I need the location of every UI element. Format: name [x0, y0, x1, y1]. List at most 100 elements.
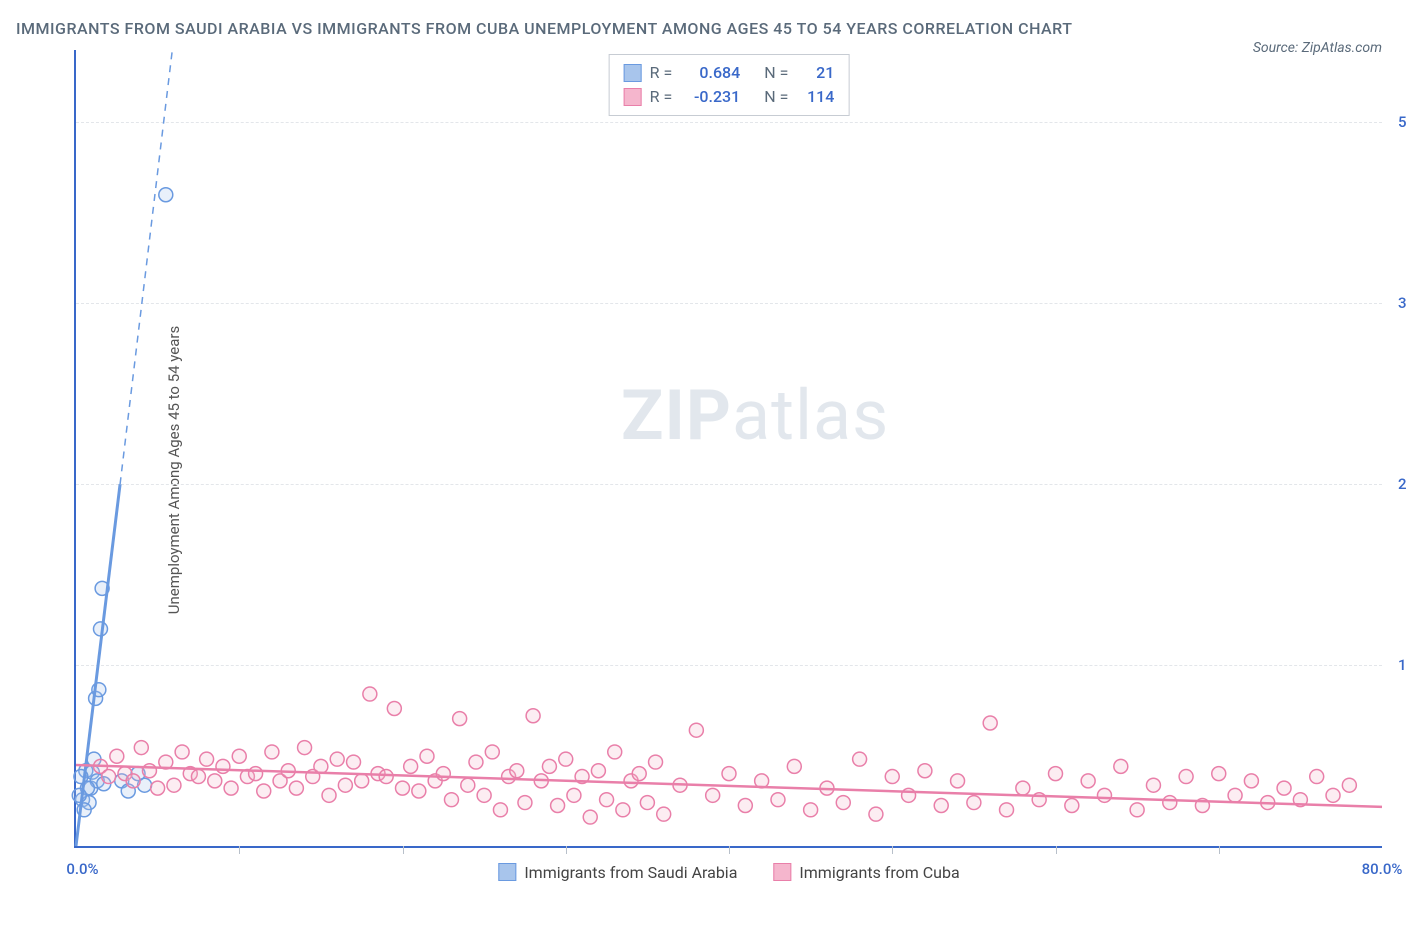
- data-point: [1310, 769, 1324, 783]
- data-point: [1244, 773, 1258, 787]
- stats-row: R =0.684 N =21: [624, 61, 835, 85]
- trend-line: [76, 484, 120, 846]
- data-point: [649, 755, 663, 769]
- data-point: [510, 763, 524, 777]
- data-point: [583, 810, 597, 824]
- x-tick: [1056, 846, 1057, 854]
- data-point: [657, 807, 671, 821]
- data-point: [1065, 798, 1079, 812]
- data-point: [1163, 795, 1177, 809]
- data-point: [420, 749, 434, 763]
- data-point: [1000, 802, 1014, 816]
- data-point: [167, 778, 181, 792]
- data-point: [436, 766, 450, 780]
- data-point: [208, 773, 222, 787]
- data-point: [379, 769, 393, 783]
- plot-area: ZIPatlas R =0.684 N =21R =-0.231 N =114 …: [74, 50, 1382, 848]
- data-point: [836, 795, 850, 809]
- data-point: [322, 788, 336, 802]
- data-point: [1326, 788, 1340, 802]
- data-point: [151, 781, 165, 795]
- data-point: [518, 795, 532, 809]
- data-point: [616, 802, 630, 816]
- data-point: [885, 769, 899, 783]
- data-point: [738, 798, 752, 812]
- r-value: 0.684: [680, 61, 740, 85]
- data-point: [951, 773, 965, 787]
- n-value: 21: [796, 61, 834, 85]
- legend-label: Immigrants from Cuba: [799, 863, 959, 882]
- data-point: [224, 781, 238, 795]
- data-point: [918, 763, 932, 777]
- data-point: [453, 711, 467, 725]
- data-point: [1228, 788, 1242, 802]
- data-point: [967, 795, 981, 809]
- series-swatch: [624, 88, 642, 106]
- data-point: [542, 759, 556, 773]
- data-point: [191, 769, 205, 783]
- data-point: [216, 759, 230, 773]
- data-point: [771, 792, 785, 806]
- data-point: [706, 788, 720, 802]
- data-point: [126, 773, 140, 787]
- data-point: [444, 792, 458, 806]
- data-point: [412, 784, 426, 798]
- y-tick-label: 12.5%: [1386, 656, 1406, 674]
- data-point: [142, 763, 156, 777]
- x-tick-label: 80.0%: [1362, 860, 1403, 878]
- legend-item: Immigrants from Saudi Arabia: [498, 863, 737, 882]
- data-point: [787, 759, 801, 773]
- legend-swatch: [498, 863, 516, 881]
- data-point: [526, 708, 540, 722]
- x-tick: [729, 846, 730, 854]
- data-point: [983, 716, 997, 730]
- data-point: [289, 781, 303, 795]
- data-point: [232, 749, 246, 763]
- data-point: [338, 778, 352, 792]
- data-point: [1130, 802, 1144, 816]
- y-tick-label: 50.0%: [1386, 113, 1406, 131]
- data-point: [869, 807, 883, 821]
- data-point: [1081, 773, 1095, 787]
- data-point: [567, 788, 581, 802]
- data-point: [330, 752, 344, 766]
- data-point: [1179, 769, 1193, 783]
- data-point: [559, 752, 573, 766]
- data-point: [396, 781, 410, 795]
- data-point: [1114, 759, 1128, 773]
- legend-item: Immigrants from Cuba: [773, 863, 959, 882]
- data-point: [485, 745, 499, 759]
- data-point: [102, 769, 116, 783]
- y-tick-label: 25.0%: [1386, 475, 1406, 493]
- data-point: [404, 759, 418, 773]
- chart-container: Unemployment Among Ages 45 to 54 years Z…: [16, 50, 1390, 890]
- data-point: [934, 798, 948, 812]
- data-point: [1049, 766, 1063, 780]
- data-point: [347, 755, 361, 769]
- data-point: [134, 740, 148, 754]
- chart-title: IMMIGRANTS FROM SAUDI ARABIA VS IMMIGRAN…: [16, 16, 1166, 42]
- trend-line-extrapolated: [120, 50, 172, 484]
- legend-label: Immigrants from Saudi Arabia: [524, 863, 737, 882]
- x-tick-label: 0.0%: [66, 860, 98, 878]
- x-tick: [1219, 846, 1220, 854]
- data-point: [314, 759, 328, 773]
- data-point: [110, 749, 124, 763]
- series-swatch: [624, 64, 642, 82]
- r-label: R =: [650, 61, 673, 85]
- data-point: [722, 766, 736, 780]
- data-point: [591, 763, 605, 777]
- data-point: [469, 755, 483, 769]
- data-point: [600, 792, 614, 806]
- data-point: [1212, 766, 1226, 780]
- data-point: [265, 745, 279, 759]
- n-value: 114: [796, 85, 834, 109]
- data-point: [249, 766, 263, 780]
- y-tick-label: 37.5%: [1386, 294, 1406, 312]
- data-point: [608, 745, 622, 759]
- data-point: [493, 802, 507, 816]
- data-point: [853, 752, 867, 766]
- data-point: [159, 187, 173, 201]
- x-tick: [892, 846, 893, 854]
- data-point: [175, 745, 189, 759]
